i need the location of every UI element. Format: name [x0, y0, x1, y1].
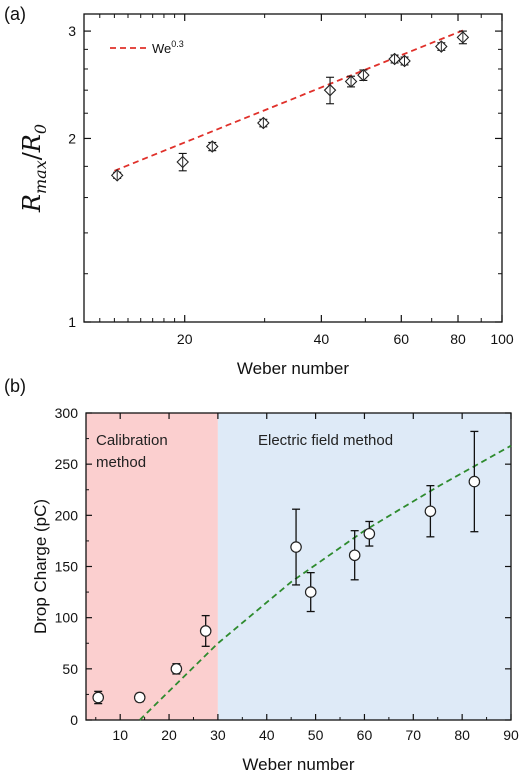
panel-label-b: (b)	[4, 376, 26, 396]
data-point-circle	[170, 663, 183, 675]
y-tick-label-b: 300	[55, 405, 79, 421]
y-axis-label-a: Rmax/R0	[18, 124, 50, 213]
legend-base: We	[152, 41, 171, 56]
y-tick-label-b: 250	[55, 456, 79, 472]
y-tick-label-a: 3	[68, 23, 76, 39]
y-tick-label-a: 2	[68, 130, 76, 146]
fit-line-a	[114, 29, 464, 172]
x-axis-label-a: Weber number	[237, 359, 349, 378]
data-point-circle	[363, 527, 376, 540]
legend-label-a: We0.3	[152, 39, 184, 56]
x-tick-label-b: 30	[210, 727, 226, 743]
panel-label-a: (a)	[4, 4, 26, 24]
data-point-circle	[348, 549, 361, 562]
plot-frame-a	[83, 13, 503, 323]
x-tick-label-a: 40	[314, 331, 330, 347]
y-tick-label-b: 100	[55, 610, 79, 626]
fit-line-b	[139, 444, 512, 721]
y-axis-label-b: Drop Charge (pC)	[31, 499, 50, 634]
x-tick-label-a: 60	[394, 331, 410, 347]
x-tick-label-b: 70	[406, 727, 422, 743]
region-1	[217, 413, 511, 720]
x-tick-label-a: 80	[450, 331, 466, 347]
region-label-electric-field: Electric field method	[258, 432, 393, 449]
region-0	[86, 413, 218, 720]
x-tick-label-b: 40	[259, 727, 275, 743]
panel-b: Calibration method Electric field method 10…	[4, 376, 519, 774]
region-label-calibration: Calibration	[96, 432, 168, 449]
data-point-circle	[424, 505, 437, 518]
data-point-circle	[304, 586, 317, 598]
y-label-part-base2: R	[18, 134, 46, 153]
region-label-calibration: method	[96, 454, 146, 471]
data-point-circle	[133, 691, 146, 704]
y-label-part-base: R	[18, 194, 46, 213]
data-point-circle	[290, 541, 302, 553]
data-point-circle	[199, 625, 212, 637]
data-point-circle	[468, 475, 481, 488]
y-tick-label-a: 1	[68, 314, 76, 330]
y-tick-label-b: 50	[62, 661, 78, 677]
x-tick-label-b: 80	[454, 727, 470, 743]
x-tick-label-a: 20	[177, 331, 193, 347]
x-tick-label-b: 20	[161, 727, 177, 743]
y-label-part-sub: max	[31, 160, 50, 194]
y-label-part-sep: /	[18, 151, 46, 160]
y-label-part-sub2: 0	[31, 124, 50, 134]
y-tick-label-b: 0	[70, 712, 78, 728]
y-tick-label-b: 150	[55, 559, 79, 575]
data-point-circle	[92, 691, 105, 704]
y-tick-label-b: 200	[55, 507, 79, 523]
x-tick-label-b: 90	[503, 727, 519, 743]
x-tick-label-a: 100	[490, 331, 514, 347]
x-tick-label-b: 60	[357, 727, 373, 743]
x-tick-label-b: 10	[112, 727, 128, 743]
x-tick-label-b: 50	[308, 727, 324, 743]
legend-exponent: 0.3	[171, 39, 184, 49]
x-axis-label-b: Weber number	[242, 755, 354, 774]
